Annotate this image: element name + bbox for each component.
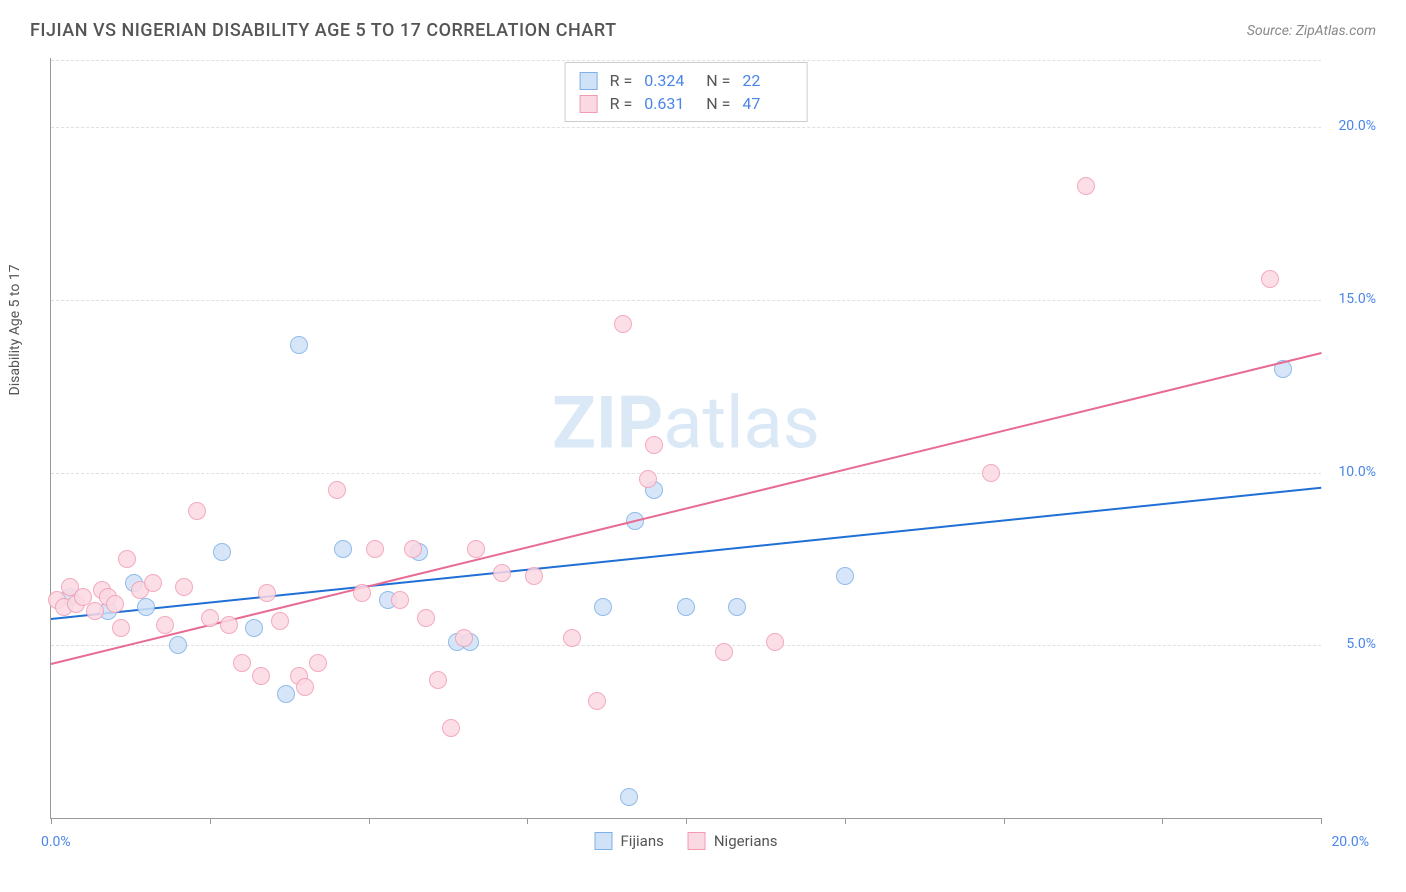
nigerians-r-value: 0.631 <box>644 94 694 113</box>
y-tick-label: 15.0% <box>1338 291 1376 307</box>
stats-box: R = 0.324 N = 22 R = 0.631 N = 47 <box>565 62 808 122</box>
chart-title: FIJIAN VS NIGERIAN DISABILITY AGE 5 TO 1… <box>30 20 617 41</box>
scatter-point <box>175 578 193 596</box>
stats-row-fijians: R = 0.324 N = 22 <box>580 69 793 92</box>
scatter-point <box>106 595 124 613</box>
scatter-point <box>588 692 606 710</box>
scatter-point <box>258 584 276 602</box>
nigerians-legend-label: Nigerians <box>714 832 778 850</box>
gridline <box>51 60 1321 61</box>
r-label: R = <box>610 71 633 90</box>
x-tick <box>369 818 370 824</box>
y-tick-label: 10.0% <box>1338 464 1376 480</box>
scatter-point <box>563 629 581 647</box>
fijians-swatch-icon <box>580 72 598 90</box>
scatter-point <box>112 619 130 637</box>
scatter-point <box>417 609 435 627</box>
scatter-point <box>467 540 485 558</box>
scatter-point <box>245 619 263 637</box>
chart-container: Disability Age 5 to 17 ZIPatlas R = 0.32… <box>50 58 1380 848</box>
n-label: N = <box>706 94 730 113</box>
scatter-point <box>169 636 187 654</box>
scatter-point <box>645 436 663 454</box>
scatter-point <box>290 336 308 354</box>
scatter-point <box>442 719 460 737</box>
gridline <box>51 127 1321 128</box>
y-tick-label: 5.0% <box>1346 636 1376 652</box>
x-tick <box>1004 818 1005 824</box>
y-tick-label: 20.0% <box>1338 118 1376 134</box>
scatter-point <box>525 567 543 585</box>
scatter-point <box>455 629 473 647</box>
scatter-point <box>201 609 219 627</box>
x-axis-max-label: 20.0% <box>1331 834 1369 850</box>
scatter-point <box>213 543 231 561</box>
scatter-point <box>252 667 270 685</box>
scatter-point <box>188 502 206 520</box>
scatter-point <box>353 584 371 602</box>
scatter-point <box>137 598 155 616</box>
n-label: N = <box>706 71 730 90</box>
scatter-point <box>715 643 733 661</box>
scatter-point <box>594 598 612 616</box>
watermark-bold: ZIP <box>552 380 663 465</box>
nigerians-swatch-icon <box>580 95 598 113</box>
x-tick <box>1321 818 1322 824</box>
chart-header: FIJIAN VS NIGERIAN DISABILITY AGE 5 TO 1… <box>0 0 1406 51</box>
nigerians-legend-swatch-icon <box>688 832 706 850</box>
scatter-point <box>86 602 104 620</box>
scatter-point <box>328 481 346 499</box>
scatter-point <box>277 685 295 703</box>
legend-item-fijians: Fijians <box>595 832 664 850</box>
scatter-point <box>614 315 632 333</box>
x-tick <box>210 818 211 824</box>
fijians-n-value: 22 <box>742 71 792 90</box>
fijians-legend-label: Fijians <box>621 832 664 850</box>
scatter-point <box>144 574 162 592</box>
fijians-r-value: 0.324 <box>644 71 694 90</box>
scatter-point <box>620 788 638 806</box>
legend-item-nigerians: Nigerians <box>688 832 778 850</box>
x-tick <box>845 818 846 824</box>
bottom-legend: Fijians Nigerians <box>595 832 778 850</box>
y-axis-title: Disability Age 5 to 17 <box>7 264 23 395</box>
scatter-point <box>982 464 1000 482</box>
scatter-point <box>429 671 447 689</box>
gridline <box>51 473 1321 474</box>
watermark-light: atlas <box>663 380 820 465</box>
scatter-point <box>366 540 384 558</box>
scatter-point <box>493 564 511 582</box>
scatter-point <box>677 598 695 616</box>
x-tick <box>527 818 528 824</box>
x-tick <box>686 818 687 824</box>
scatter-point <box>296 678 314 696</box>
nigerians-n-value: 47 <box>742 94 792 113</box>
scatter-point <box>1077 177 1095 195</box>
scatter-point <box>766 633 784 651</box>
scatter-point <box>639 470 657 488</box>
scatter-point <box>118 550 136 568</box>
stats-row-nigerians: R = 0.631 N = 47 <box>580 92 793 115</box>
x-tick <box>1162 818 1163 824</box>
scatter-point <box>404 540 422 558</box>
scatter-point <box>220 616 238 634</box>
gridline <box>51 300 1321 301</box>
scatter-point <box>728 598 746 616</box>
plot-area: ZIPatlas R = 0.324 N = 22 R = 0.631 N = … <box>50 58 1321 819</box>
scatter-point <box>233 654 251 672</box>
r-label: R = <box>610 94 633 113</box>
scatter-point <box>271 612 289 630</box>
watermark: ZIPatlas <box>552 380 820 465</box>
scatter-point <box>1261 270 1279 288</box>
scatter-point <box>309 654 327 672</box>
scatter-point <box>334 540 352 558</box>
x-tick <box>51 818 52 824</box>
gridline <box>51 645 1321 646</box>
scatter-point <box>391 591 409 609</box>
x-axis-min-label: 0.0% <box>41 834 71 850</box>
scatter-point <box>156 616 174 634</box>
fijians-legend-swatch-icon <box>595 832 613 850</box>
scatter-point <box>836 567 854 585</box>
chart-source: Source: ZipAtlas.com <box>1247 23 1376 39</box>
